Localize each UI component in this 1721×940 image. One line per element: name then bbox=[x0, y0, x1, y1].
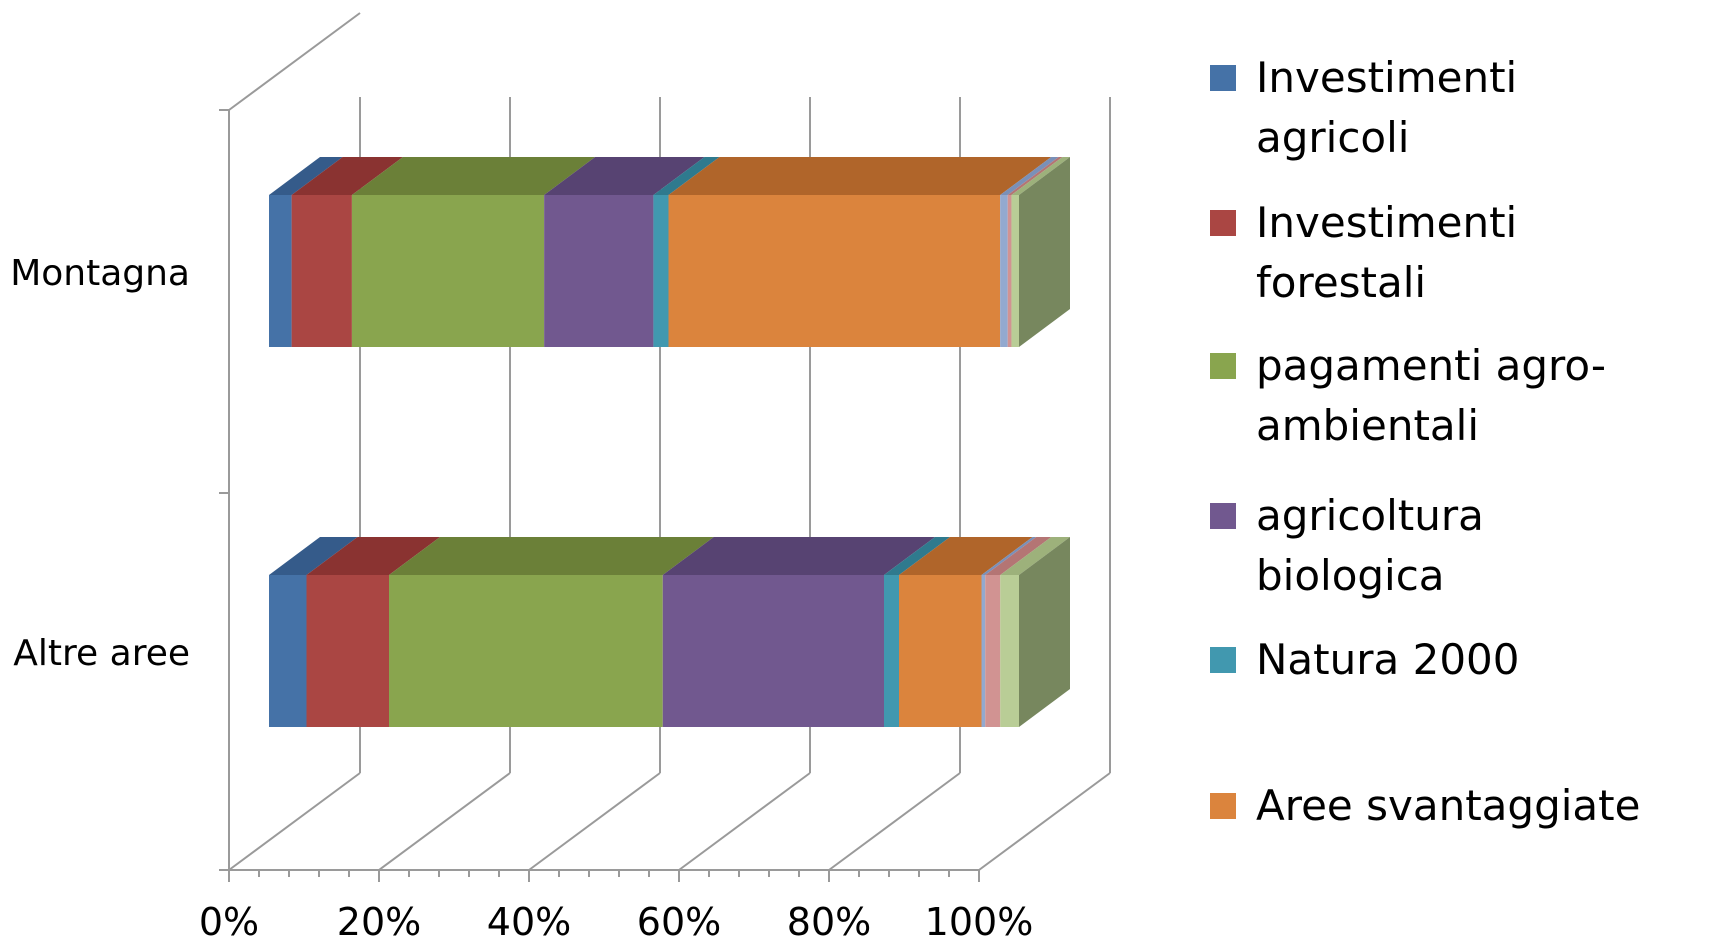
bar-segment-series-8 bbox=[1007, 195, 1012, 347]
bar-top-pagamenti-agro-ambientali bbox=[389, 537, 714, 575]
bar-segment-agricoltura-biologica bbox=[662, 575, 884, 727]
bar-top-aree-svantaggiate bbox=[899, 537, 1033, 575]
category-label-altre-aree: Altre aree bbox=[13, 633, 190, 674]
bar-segment-aree-svantaggiate bbox=[899, 575, 982, 727]
bar-top-agricoltura-biologica bbox=[544, 157, 705, 195]
legend-label: Investimenti forestali bbox=[1256, 198, 1518, 307]
x-tick-label: 40% bbox=[487, 900, 571, 940]
bar-top-series-9 bbox=[1000, 537, 1070, 575]
bar-segment-series-7 bbox=[981, 575, 986, 727]
legend-item-investimenti-agricoli: Investimenti agricoli bbox=[1210, 48, 1676, 168]
bar-group-altre-aree bbox=[269, 537, 1070, 727]
floor-gridline bbox=[978, 772, 1111, 871]
legend-swatch bbox=[1210, 647, 1236, 673]
x-tick-label: 60% bbox=[637, 900, 721, 940]
floor-gridline bbox=[828, 772, 961, 871]
bar-top-investimenti-agricoli bbox=[269, 157, 343, 195]
bar-segment-aree-svantaggiate bbox=[668, 195, 1001, 347]
chart-legend: Investimenti agricoli Investimenti fores… bbox=[1210, 0, 1721, 940]
bar-end-face bbox=[1019, 157, 1070, 347]
bar-top-series-7 bbox=[1000, 157, 1059, 195]
bar-top-aree-svantaggiate bbox=[668, 157, 1052, 195]
x-axis: 0% 20% 40% 60% 80% 100% bbox=[199, 870, 1033, 940]
legend-item-agricoltura-biologica: agricoltura biologica bbox=[1210, 486, 1676, 606]
bar-top-series-9 bbox=[1011, 157, 1070, 195]
bar-top-series-8 bbox=[1007, 157, 1063, 195]
legend-swatch bbox=[1210, 353, 1236, 379]
legend-label: Investimenti agricoli bbox=[1256, 53, 1518, 162]
bar-top-investimenti-agricoli bbox=[269, 537, 358, 575]
legend-item-aree-svantaggiate: Aree svantaggiate bbox=[1210, 776, 1676, 836]
x-tick-label: 0% bbox=[199, 900, 259, 940]
wall-edge bbox=[228, 12, 361, 111]
bar-group-montagna bbox=[269, 157, 1070, 347]
legend-label: pagamenti agro-ambientali bbox=[1256, 341, 1607, 450]
legend-label: Natura 2000 bbox=[1256, 635, 1520, 684]
legend-swatch bbox=[1210, 65, 1236, 91]
category-label-montagna: Montagna bbox=[10, 253, 190, 294]
legend-swatch bbox=[1210, 210, 1236, 236]
bar-segment-natura-2000 bbox=[653, 195, 669, 347]
floor-gridline bbox=[378, 772, 511, 871]
legend-label: Aree svantaggiate bbox=[1256, 781, 1641, 830]
bar-top-natura-2000 bbox=[884, 537, 950, 575]
x-tick-label: 80% bbox=[787, 900, 871, 940]
bar-top-agricoltura-biologica bbox=[662, 537, 935, 575]
bar-top-natura-2000 bbox=[653, 157, 720, 195]
x-tick-label: 100% bbox=[925, 900, 1034, 940]
bar-segment-series-7 bbox=[1000, 195, 1008, 347]
legend-item-investimenti-forestali: Investimenti forestali bbox=[1210, 193, 1676, 313]
floor-gridline bbox=[528, 772, 661, 871]
legend-label: agricoltura biologica bbox=[1256, 491, 1484, 600]
legend-swatch bbox=[1210, 793, 1236, 819]
legend-item-pagamenti-agro-ambientali: pagamenti agro-ambientali bbox=[1210, 336, 1636, 456]
bar-top-investimenti-forestali bbox=[306, 537, 440, 575]
floor-gridline bbox=[678, 772, 811, 871]
bar-segment-pagamenti-agro-ambientali bbox=[351, 195, 545, 347]
bar-end-face bbox=[1019, 537, 1070, 727]
bar-segment-investimenti-forestali bbox=[291, 195, 352, 347]
bar-segment-investimenti-agricoli bbox=[269, 575, 307, 727]
legend-swatch bbox=[1210, 503, 1236, 529]
bar-segment-pagamenti-agro-ambientali bbox=[389, 575, 663, 727]
legend-item-natura-2000: Natura 2000 bbox=[1210, 630, 1676, 690]
bar-top-series-8 bbox=[985, 537, 1052, 575]
bar-segment-natura-2000 bbox=[884, 575, 899, 727]
bar-top-investimenti-forestali bbox=[291, 157, 403, 195]
stacked-bar-chart-3d: 0% 20% 40% 60% 80% 100% Montagna Altre aree bbox=[10, 12, 1111, 940]
bar-segment-series-8 bbox=[985, 575, 1001, 727]
chart-walls bbox=[219, 12, 1111, 871]
bar-segment-series-9 bbox=[1000, 575, 1019, 727]
x-tick-label: 20% bbox=[337, 900, 421, 940]
chart-bars bbox=[269, 157, 1070, 727]
bar-segment-investimenti-agricoli bbox=[269, 195, 292, 347]
y-axis: Montagna Altre aree bbox=[10, 253, 190, 674]
floor-gridline bbox=[228, 772, 361, 871]
bar-segment-series-9 bbox=[1011, 195, 1019, 347]
bar-segment-investimenti-forestali bbox=[306, 575, 389, 727]
bar-segment-agricoltura-biologica bbox=[544, 195, 654, 347]
bar-top-series-7 bbox=[981, 537, 1037, 575]
bar-top-pagamenti-agro-ambientali bbox=[351, 157, 596, 195]
